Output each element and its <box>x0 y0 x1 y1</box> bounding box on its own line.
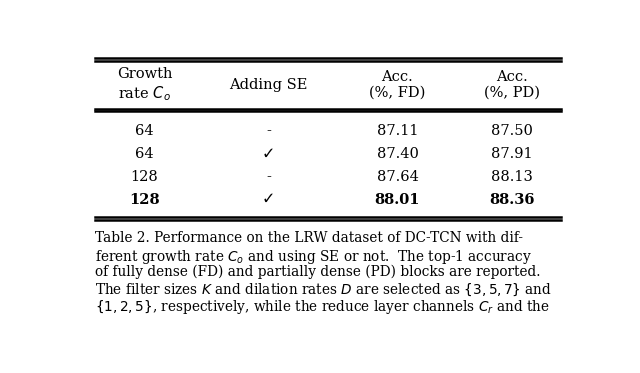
Text: 64: 64 <box>135 147 154 161</box>
Text: 88.13: 88.13 <box>491 170 532 184</box>
Text: 87.11: 87.11 <box>377 124 418 138</box>
Text: ferent growth rate $C_o$ and using SE or not.  The top-1 accuracy: ferent growth rate $C_o$ and using SE or… <box>95 248 532 266</box>
Text: 88.36: 88.36 <box>489 193 534 207</box>
Text: of fully dense (FD) and partially dense (PD) blocks are reported.: of fully dense (FD) and partially dense … <box>95 265 540 279</box>
Text: Adding SE: Adding SE <box>229 78 308 92</box>
Text: Acc.
(%, PD): Acc. (%, PD) <box>484 70 540 100</box>
Text: The filter sizes $K$ and dilation rates $D$ are selected as $\{3, 5, 7\}$ and: The filter sizes $K$ and dilation rates … <box>95 281 552 298</box>
Text: 128: 128 <box>129 193 160 207</box>
Text: ✓: ✓ <box>262 192 275 207</box>
Text: -: - <box>266 170 271 184</box>
Text: 88.01: 88.01 <box>374 193 420 207</box>
Text: -: - <box>266 124 271 138</box>
Text: $\{1, 2, 5\}$, respectively, while the reduce layer channels $C_r$ and the: $\{1, 2, 5\}$, respectively, while the r… <box>95 298 550 316</box>
Text: 128: 128 <box>131 170 158 184</box>
Text: 87.91: 87.91 <box>491 147 532 161</box>
Text: Table 2. Performance on the LRW dataset of DC-TCN with dif-: Table 2. Performance on the LRW dataset … <box>95 231 523 245</box>
Text: Growth
rate $C_o$: Growth rate $C_o$ <box>116 67 172 103</box>
Text: 87.40: 87.40 <box>376 147 419 161</box>
Text: 87.64: 87.64 <box>376 170 419 184</box>
Text: Acc.
(%, FD): Acc. (%, FD) <box>369 70 426 100</box>
Text: 87.50: 87.50 <box>491 124 532 138</box>
Text: ✓: ✓ <box>262 146 275 162</box>
Text: 64: 64 <box>135 124 154 138</box>
